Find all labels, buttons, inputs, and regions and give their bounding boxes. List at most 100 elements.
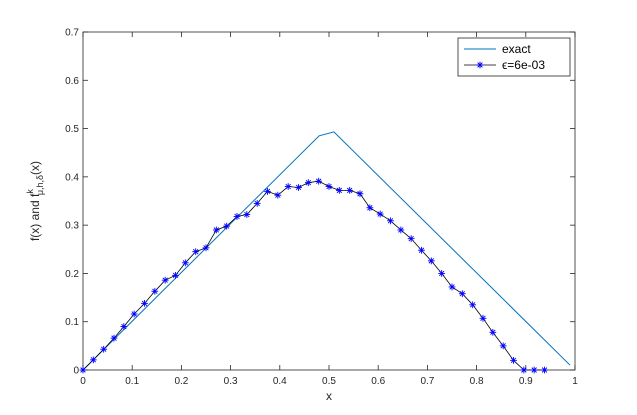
series-line-exact (82, 131, 571, 371)
marker-stroke (459, 291, 466, 297)
legend-box (457, 37, 571, 77)
data-point-approx (161, 276, 169, 284)
data-point-approx (284, 183, 292, 190)
data-point-approx (469, 301, 477, 309)
data-point-approx (530, 366, 538, 374)
marker-stroke (531, 367, 537, 373)
marker-stroke (182, 260, 189, 266)
data-point-approx (397, 226, 405, 234)
marker-stroke (377, 211, 383, 217)
data-point-approx (407, 235, 415, 243)
marker-stroke (408, 235, 414, 242)
marker-stroke (162, 277, 168, 283)
x-tick-label: 1 (572, 376, 578, 387)
data-point-approx (438, 270, 446, 277)
y-tick-label: 0.3 (65, 221, 79, 232)
series-line-approx (82, 180, 545, 371)
data-point-approx (89, 356, 97, 364)
marker-stroke (192, 249, 199, 255)
data-point-approx (335, 186, 343, 194)
tick-layer: 0 0.1 0.2 0.3 0.4 0.5 0.6 0.7 0.8 0.9 1 0 0.1 0.2 0.3 0… (65, 28, 578, 388)
marker-stroke (387, 218, 394, 224)
marker-stroke (111, 335, 117, 341)
y-axis-label: f(x) and fkμ,h,δ(x) (25, 161, 45, 241)
marker-stroke (121, 323, 127, 330)
x-tick-label: 0.3 (224, 376, 238, 387)
legend-label-exact: exact (502, 42, 531, 56)
y-tick-label: 0.6 (65, 76, 79, 87)
data-point-approx (541, 366, 548, 374)
y-tick-label: 0.1 (65, 317, 79, 328)
marker-stroke (326, 183, 332, 190)
legend-asterisk (476, 61, 484, 69)
data-point-approx (458, 290, 466, 298)
data-point-approx (325, 183, 333, 190)
data-point-approx (499, 342, 507, 350)
x-tick-label: 0.5 (322, 376, 336, 387)
marker-stroke (254, 200, 260, 207)
marker-stroke (510, 357, 517, 364)
data-point-approx (243, 211, 251, 218)
data-point-approx (253, 200, 261, 207)
data-point-approx (120, 323, 128, 330)
data-point-approx (366, 204, 374, 212)
y-tick-label: 0.5 (65, 124, 79, 135)
x-tick-label: 0.7 (420, 376, 434, 387)
data-point-approx (212, 226, 220, 234)
marker-stroke (234, 213, 240, 220)
data-point-approx (110, 334, 118, 342)
data-point-approx (387, 217, 394, 225)
data-point-approx (448, 283, 456, 291)
y-tick-label: 0.7 (65, 28, 79, 39)
marker-stroke (336, 187, 343, 194)
y-tick-label: 0.4 (65, 172, 79, 183)
data-point-approx (141, 299, 148, 307)
x-tick-label: 0.1 (125, 376, 139, 387)
marker-stroke (428, 258, 435, 264)
marker-stroke (541, 367, 548, 373)
data-point-approx (192, 248, 200, 256)
marker-stroke (438, 270, 445, 277)
marker-stroke (480, 315, 486, 322)
marker-stroke (152, 288, 158, 294)
data-point-approx (295, 184, 302, 191)
data-point-approx (346, 186, 354, 194)
marker-stroke (418, 247, 425, 253)
data-point-approx (223, 222, 231, 230)
data-point-approx (315, 177, 323, 185)
x-tick-label: 0.2 (174, 376, 188, 387)
marker-stroke (141, 300, 148, 307)
marker-stroke (469, 302, 476, 308)
marker-stroke (357, 191, 363, 197)
legend: exact ϵ=6e-03 (457, 37, 571, 77)
data-point-approx (418, 246, 425, 254)
data-point-approx (151, 287, 159, 295)
data-point-approx (510, 356, 517, 364)
y-tick-label: 0 (73, 366, 79, 377)
data-point-approx (489, 328, 497, 336)
marker-stroke (346, 187, 353, 194)
marker-stroke (172, 272, 179, 279)
y-tick-label: 0.2 (65, 269, 79, 280)
marker-stroke (521, 367, 527, 373)
data-point-approx (181, 259, 189, 267)
series-layer (79, 131, 571, 374)
data-point-approx (376, 210, 384, 218)
data-point-approx (479, 314, 487, 322)
x-tick-label: 0.6 (371, 376, 385, 387)
data-point-approx (202, 244, 210, 252)
data-point-approx (79, 366, 87, 374)
legend-marker-approx (476, 61, 484, 69)
marker-stroke (244, 211, 250, 218)
marker-stroke (490, 329, 496, 336)
marker-stroke (223, 223, 230, 229)
marker-stroke (295, 184, 302, 191)
marker-stroke (203, 245, 209, 251)
data-point-approx (427, 257, 435, 265)
y-axis-label-sub: μ,h,δ (35, 175, 45, 195)
marker-stroke (264, 188, 271, 195)
x-tick-label: 0 (80, 376, 86, 387)
data-point-approx (356, 190, 364, 198)
x-tick-label: 0.4 (273, 376, 287, 387)
marker-stroke (213, 227, 220, 233)
